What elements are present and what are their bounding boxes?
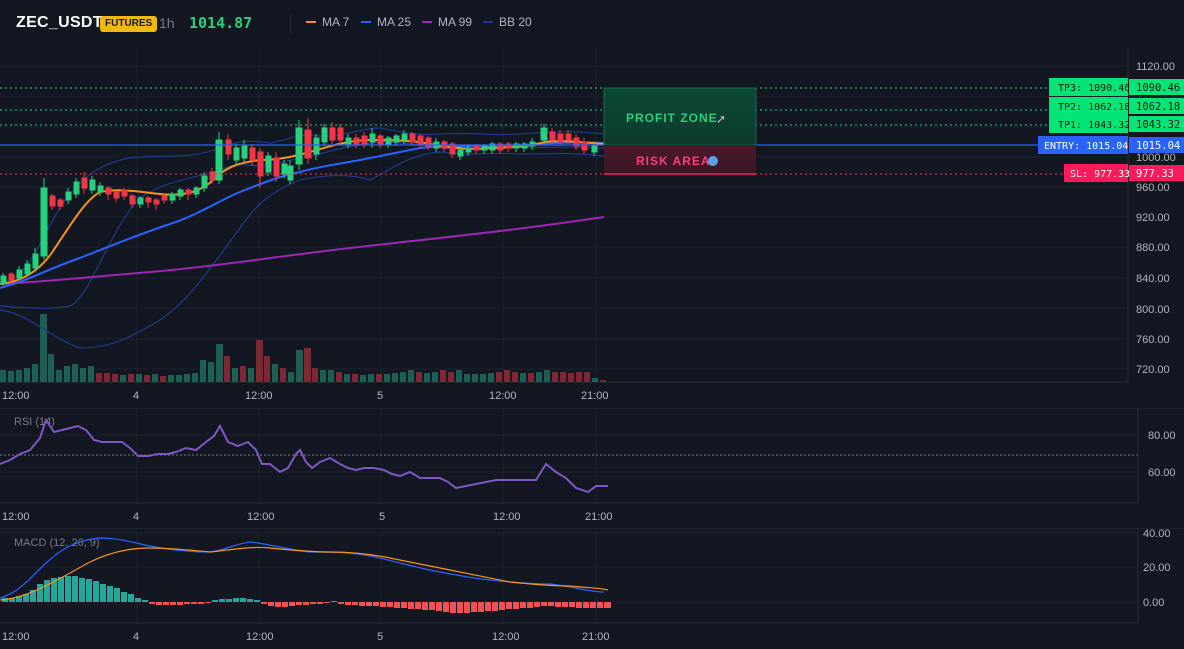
legend-label: MA 25 xyxy=(377,15,412,29)
volume-bars xyxy=(0,314,606,382)
macd-tick: 0.00 xyxy=(1143,597,1164,609)
time-tick: 21:00 xyxy=(582,631,610,643)
time-tick: 12:00 xyxy=(247,511,275,523)
price-tick: 800.00 xyxy=(1136,304,1170,316)
tp3-axis-value: 1090.46 xyxy=(1136,82,1180,94)
tp2-axis-value: 1062.18 xyxy=(1136,101,1180,113)
time-tick: 4 xyxy=(133,631,139,643)
chart-header: ZEC_USDT FUTURES 1h 1014.87 MA 7 MA 25 M… xyxy=(0,0,1184,48)
macd-axis[interactable]: 40.00 20.00 0.00 xyxy=(1143,528,1171,609)
macd-line xyxy=(0,537,605,599)
rsi-tick: 60.00 xyxy=(1148,467,1176,479)
rsi-tick: 80.00 xyxy=(1148,430,1176,442)
legend-label: BB 20 xyxy=(499,15,532,29)
rsi-title[interactable]: RSI (14) xyxy=(14,416,55,428)
price-tick: 920.00 xyxy=(1136,212,1170,224)
price-tick: 960.00 xyxy=(1136,182,1170,194)
sl-label: SL: 977.33 xyxy=(1070,169,1130,180)
sl-axis-tag xyxy=(1129,165,1184,181)
legend-label: MA 99 xyxy=(438,15,473,29)
legend-ma25[interactable]: MA 25 xyxy=(361,15,411,29)
time-tick: 12:00 xyxy=(2,511,30,523)
price-tick: 1000.00 xyxy=(1136,152,1176,164)
ma99-line xyxy=(0,216,605,285)
shield-icon xyxy=(708,156,718,166)
candlesticks xyxy=(0,118,598,286)
tp1-label: TP1: 1043.32 xyxy=(1058,120,1130,131)
time-tick: 5 xyxy=(377,631,383,643)
price-tick: 840.00 xyxy=(1136,273,1170,285)
legend-swatch xyxy=(306,21,316,23)
time-tick: 5 xyxy=(379,511,385,523)
sl-label-bg xyxy=(1064,164,1128,182)
price-axis[interactable]: 1120.00 1000.00 960.00 920.00 880.00 840… xyxy=(1136,61,1176,376)
futures-badge: FUTURES xyxy=(100,16,158,32)
time-tick: 12:00 xyxy=(245,390,273,402)
tp3-axis-tag xyxy=(1129,79,1184,95)
macd-histogram xyxy=(2,576,611,613)
macd-panel[interactable]: MACD (12, 26, 9) xyxy=(0,528,1184,649)
rocket-icon: ➚ xyxy=(716,112,726,126)
time-tick: 12:00 xyxy=(246,631,274,643)
time-tick: 12:00 xyxy=(2,631,30,643)
price-tick: 880.00 xyxy=(1136,242,1170,254)
risk-zone xyxy=(604,145,756,174)
tp3-label: TP3: 1090.46 xyxy=(1058,83,1130,94)
entry-label-bg xyxy=(1038,136,1128,154)
tp1-axis-value: 1043.32 xyxy=(1136,119,1180,131)
tp1-label-bg xyxy=(1049,115,1128,133)
legend-swatch xyxy=(483,21,493,23)
tp2-label-bg xyxy=(1049,97,1128,115)
profit-zone xyxy=(603,87,757,146)
tp2-label: TP2: 1062.18 xyxy=(1058,102,1130,113)
legend-ma7[interactable]: MA 7 xyxy=(306,15,349,29)
signal-line xyxy=(0,546,609,601)
entry-axis-value: 1015.04 xyxy=(1136,140,1180,152)
macd-tick: 20.00 xyxy=(1143,562,1171,574)
sl-axis-value: 977.33 xyxy=(1136,168,1174,180)
time-tick: 5 xyxy=(377,390,383,402)
price-grid xyxy=(0,48,1128,382)
price-chart[interactable]: PROFIT ZONE ➚ RISK AREA TP3: 1090.46 TP2… xyxy=(0,48,1184,408)
time-tick: 12:00 xyxy=(493,511,521,523)
price-tick: 1120.00 xyxy=(1136,61,1175,73)
rsi-grid xyxy=(0,408,1138,503)
entry-axis-tag xyxy=(1129,137,1184,153)
rsi-panel[interactable]: RSI (14) 80.00 60.00 12:00 4 12:00 5 12:… xyxy=(0,408,1184,528)
legend-ma99[interactable]: MA 99 xyxy=(422,15,472,29)
entry-label: ENTRY: 1015.04 xyxy=(1044,141,1128,152)
tp3-label-bg xyxy=(1049,78,1128,96)
tp2-axis-tag xyxy=(1129,98,1184,114)
macd-title[interactable]: MACD (12, 26, 9) xyxy=(14,537,100,549)
symbol-title[interactable]: ZEC_USDT xyxy=(16,14,103,31)
legend-label: MA 7 xyxy=(322,15,350,29)
macd-tick: 40.00 xyxy=(1143,528,1171,540)
time-tick: 21:00 xyxy=(581,390,609,402)
rsi-line xyxy=(0,417,608,494)
macd-time-axis[interactable]: 12:00 4 12:00 5 12:00 21:00 xyxy=(2,631,610,643)
time-tick: 4 xyxy=(133,390,139,402)
rsi-time-axis[interactable]: 12:00 4 12:00 5 12:00 21:00 xyxy=(2,511,613,523)
macd-grid xyxy=(0,528,1138,623)
time-tick: 12:00 xyxy=(492,631,520,643)
time-axis[interactable]: 12:00 4 12:00 5 12:00 21:00 xyxy=(2,390,609,402)
last-price: 1014.87 xyxy=(189,14,253,32)
time-tick: 4 xyxy=(133,511,139,523)
rsi-axis[interactable]: 80.00 60.00 xyxy=(1148,430,1176,479)
time-tick: 21:00 xyxy=(585,511,613,523)
legend-swatch xyxy=(422,21,432,23)
profit-zone-label: PROFIT ZONE xyxy=(626,111,718,125)
risk-zone-label: RISK AREA xyxy=(636,154,711,168)
price-tick: 720.00 xyxy=(1136,364,1170,376)
legend-swatch xyxy=(361,21,371,23)
tp1-axis-tag xyxy=(1129,116,1184,132)
header-divider xyxy=(290,14,291,34)
time-tick: 12:00 xyxy=(489,390,517,402)
price-tick: 760.00 xyxy=(1136,334,1170,346)
legend-bb20[interactable]: BB 20 xyxy=(483,15,532,29)
timeframe-label[interactable]: 1h xyxy=(159,15,175,31)
time-tick: 12:00 xyxy=(2,390,30,402)
